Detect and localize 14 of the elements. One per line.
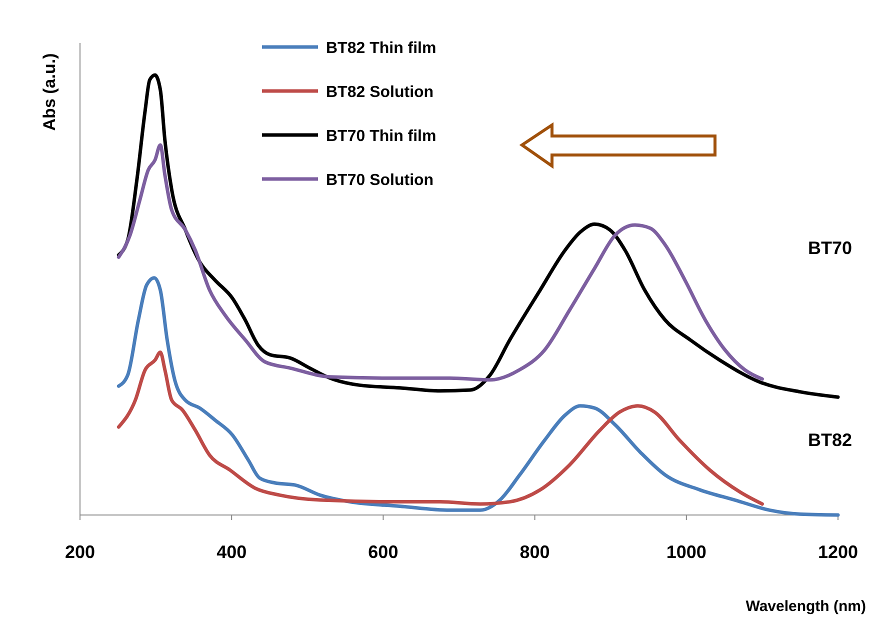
y-axis-title: Abs (a.u.) xyxy=(40,53,59,131)
x-tick-label: 200 xyxy=(64,542,96,562)
legend-label: BT70 Solution xyxy=(326,172,434,189)
legend-label: BT82 Thin film xyxy=(326,40,436,57)
x-tick-label: 600 xyxy=(368,542,398,562)
x-tick-label: 800 xyxy=(520,542,550,562)
x-axis-title: Wavelength (nm) xyxy=(746,598,866,615)
x-tick-label: 1200 xyxy=(818,542,858,562)
x-tick-label: 400 xyxy=(216,542,247,562)
legend-label: BT70 Thin film xyxy=(326,128,436,145)
x-tick-label: 1000 xyxy=(666,542,706,562)
legend-label: BT82 Solution xyxy=(326,84,434,101)
annotation: BT82 xyxy=(808,430,852,450)
annotation: BT70 xyxy=(808,238,852,258)
